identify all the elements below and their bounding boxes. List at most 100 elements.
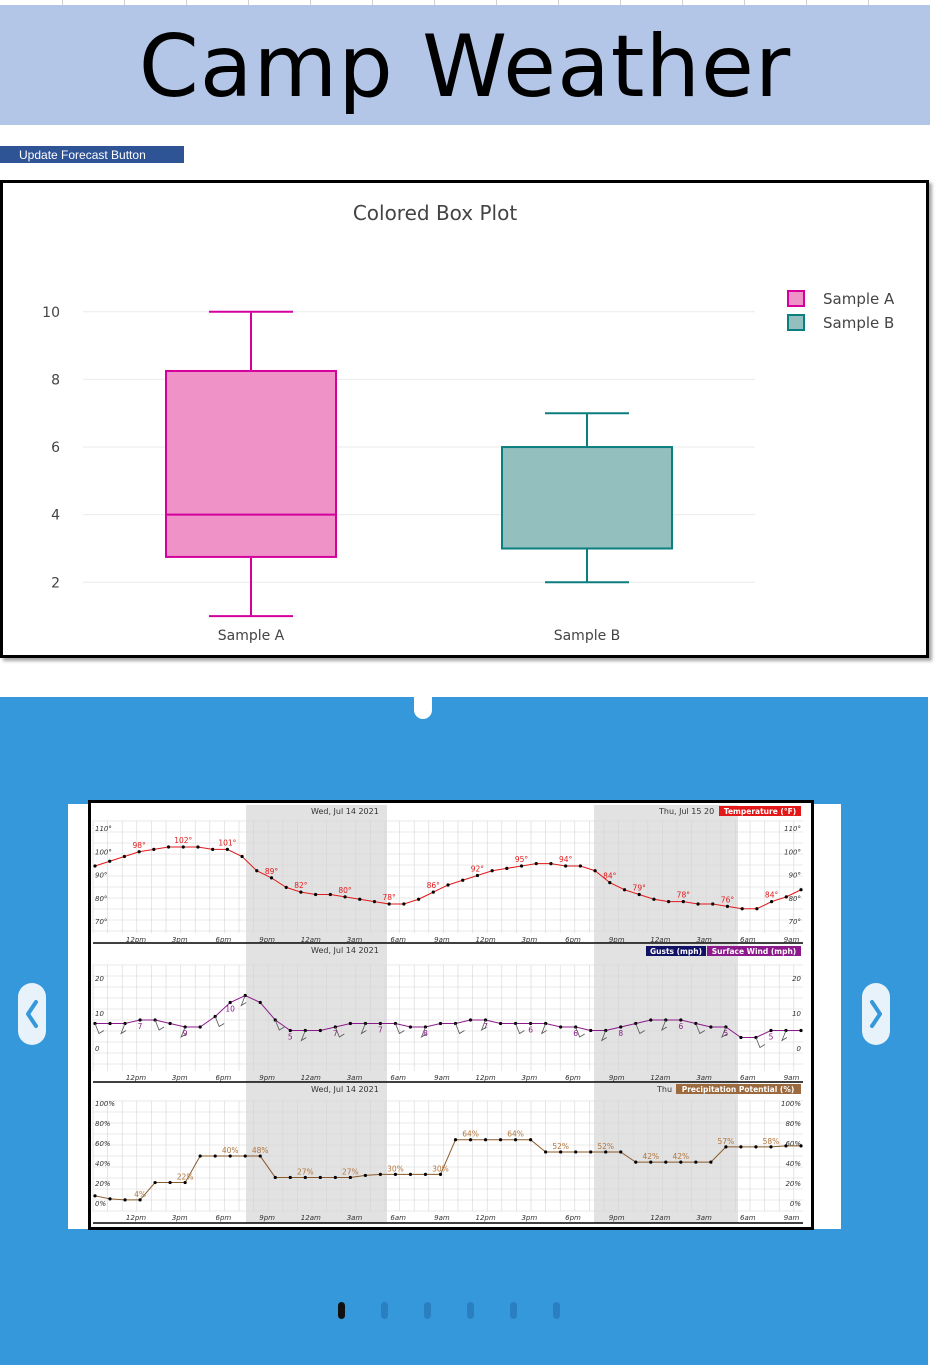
box-sample-b [501,412,673,584]
precipitation-point [709,1160,713,1164]
temperature-point [711,902,715,906]
temperature-point [152,847,156,851]
carousel-dot[interactable] [467,1302,474,1319]
temperature-point [196,845,200,849]
temperature-point [549,862,553,866]
time-label: 9am [434,936,450,944]
time-label: 9am [434,1074,450,1082]
temperature-point [505,866,509,870]
carousel-dot[interactable] [510,1302,517,1319]
wind-barb [480,1019,487,1031]
y-axis-label-left: 100° [95,848,112,856]
precipitation-point [423,1172,428,1176]
wind-point [228,1000,232,1005]
wind-point [348,1021,352,1026]
y-tick-label: 2 [51,575,60,591]
time-label: 6pm [216,1214,232,1222]
precipitation-point [93,1194,97,1198]
iqr-box [501,446,673,550]
wind-badge: Surface Wind (mph) [712,947,796,956]
y-axis-label-right: 10 [792,1010,801,1018]
column-divider [186,0,187,5]
y-axis-label-right: 70° [789,918,801,926]
precipitation-point [438,1172,443,1176]
carousel-dot[interactable] [553,1302,560,1319]
next-day-date: Thu [656,1085,672,1094]
precipitation-point [513,1138,518,1142]
time-label: 12am [301,1074,321,1082]
time-label: 6pm [216,1074,232,1082]
value-label: 86° [427,881,441,890]
temperature-point [137,850,141,854]
precipitation-point [108,1197,112,1201]
time-label: 6am [390,1214,406,1222]
precipitation-point [138,1198,142,1202]
time-label: 3pm [521,1074,537,1082]
carousel-top-handle[interactable] [414,697,432,719]
value-label: 101° [218,838,236,847]
gusts-badge: Gusts (mph) [650,947,702,956]
y-tick-label: 6 [51,440,60,456]
value-label: 27% [342,1167,359,1176]
temperature-point [343,895,347,899]
forecast-graph-frame: Wed, Jul 14 2021 12pm 3pm 6pm 9pm 12am 3am 6am 9… [88,800,814,1230]
temperature-point [269,876,274,880]
chevron-left-icon [26,1000,38,1028]
precipitation-point [589,1150,593,1154]
next-day-date: Thu, Jul 15 20 [658,807,714,816]
value-label: 57% [718,1137,735,1146]
update-forecast-button[interactable]: Update Forecast Button [0,146,184,163]
y-axis-label-right: 0 [797,1045,802,1053]
y-axis-label-left: 80% [95,1120,111,1128]
y-axis-label-left: 80° [95,895,107,903]
time-label: 12pm [476,1074,496,1082]
value-label: 8 [618,1029,623,1038]
y-axis-label-right: 100% [781,1100,801,1108]
temperature-point [519,864,524,868]
time-label: 6pm [216,936,232,944]
wind-badge-bg [707,946,801,956]
wind-barb [180,1026,187,1038]
carousel-indicators [338,1302,578,1322]
wind-point [649,1018,653,1022]
temperature-point [314,892,318,897]
precipitation-line [94,1139,801,1201]
wind-point [799,1028,803,1033]
precipitation-point [228,1154,232,1158]
y-axis-label-left: 110° [95,825,112,833]
wind-line [95,994,801,1038]
value-label: 42% [642,1152,659,1161]
y-axis-label-left: 60% [95,1140,111,1148]
precipitation-point [619,1150,623,1154]
value-label: 76° [721,895,735,904]
carousel-prev-button[interactable] [18,983,46,1045]
precipitation-point [288,1175,292,1180]
carousel-dot[interactable] [381,1302,388,1319]
time-label: 9am [784,1074,800,1082]
time-label: 12am [301,936,321,944]
wind-barb [755,1037,766,1049]
carousel-next-button[interactable] [862,983,890,1045]
y-axis-label-right: 110° [784,825,801,833]
wind-point [498,1021,503,1026]
time-label: 9pm [259,1214,275,1222]
carousel-dot[interactable] [424,1302,431,1319]
wind-barb [420,1026,427,1038]
carousel-dot[interactable] [338,1302,345,1319]
box-plot-chart: Colored Box Plot 2 4 6 8 10 Sample A Sample A Sa… [42,201,895,644]
temperature-point [681,900,685,904]
value-label: 102° [174,836,192,845]
panel-date: Wed, Jul 14 2021 [311,1085,379,1094]
wind-barb [540,1023,547,1035]
temperature-point [166,845,171,849]
precipitation-point [333,1175,337,1180]
value-label: 84° [603,872,617,881]
y-axis-label-right: 100° [784,848,801,856]
gusts-badge-bg [646,946,706,956]
time-label: 12pm [126,936,146,944]
temperature-point [181,845,185,849]
column-divider [372,0,373,5]
value-label: 98° [132,841,146,850]
wind-barb [120,1023,127,1035]
time-label: 6am [740,936,756,944]
